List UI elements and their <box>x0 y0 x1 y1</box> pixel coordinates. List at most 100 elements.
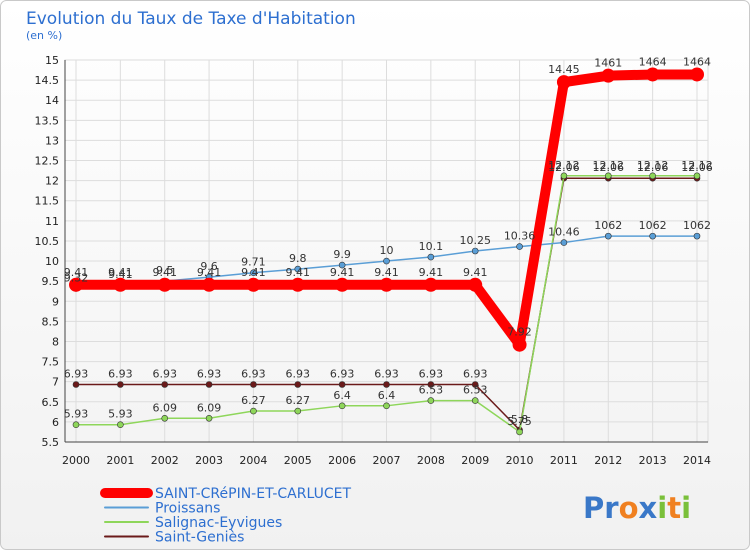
y-tick-label: 8.5 <box>42 315 60 328</box>
chart-subtitle: (en %) <box>26 29 62 42</box>
data-label: 12.12 <box>681 159 713 172</box>
data-label: 9.41 <box>463 266 488 279</box>
y-tick-label: 10 <box>45 255 59 268</box>
data-label: 10.46 <box>548 226 580 239</box>
data-label: 1062 <box>594 219 622 232</box>
data-label: 10.36 <box>504 230 536 243</box>
data-label: 12.06 <box>593 161 625 174</box>
x-tick-label: 2009 <box>461 454 489 467</box>
data-point <box>72 381 80 388</box>
data-label: 6.4 <box>333 389 351 402</box>
data-point <box>250 381 257 388</box>
x-tick-label: 2006 <box>328 454 356 467</box>
data-label: 9.41 <box>64 266 89 279</box>
data-point <box>157 277 172 292</box>
data-point <box>556 75 571 90</box>
x-tick-label: 2010 <box>506 454 534 467</box>
logo-letter: t <box>667 491 681 525</box>
data-point <box>383 257 390 265</box>
x-tick-label: 2013 <box>639 454 667 467</box>
data-point <box>379 277 394 292</box>
data-label: 9.41 <box>286 266 311 279</box>
data-point <box>645 67 660 82</box>
data-label: 9.41 <box>108 266 133 279</box>
data-point <box>560 172 568 180</box>
data-label: 6.93 <box>419 367 444 380</box>
y-tick-label: 9 <box>52 295 59 308</box>
data-point <box>117 381 124 388</box>
y-tick-label: 12 <box>45 175 59 188</box>
data-point <box>294 265 302 273</box>
y-tick-label: 15 <box>45 54 59 67</box>
data-point <box>294 407 302 415</box>
logo-letter: i <box>657 491 667 525</box>
data-label: 5.75 <box>507 415 532 428</box>
data-point <box>383 402 390 410</box>
data-label: 12.06 <box>637 161 669 174</box>
data-label: 6.4 <box>378 389 396 402</box>
y-tick-label: 14.5 <box>35 74 60 87</box>
legend-label: Salignac-Eyvigues <box>155 515 282 531</box>
logo-letter: o <box>619 491 639 525</box>
data-label: 6.09 <box>152 401 177 414</box>
data-label: 12.12 <box>548 159 580 172</box>
data-point <box>471 397 479 404</box>
data-label: 1464 <box>639 55 667 68</box>
data-point <box>338 261 346 269</box>
y-tick-label: 14 <box>45 94 59 107</box>
data-label: 9.41 <box>197 266 222 279</box>
data-point <box>72 421 80 429</box>
data-point <box>427 397 435 404</box>
data-point <box>205 381 213 388</box>
data-label: 6.27 <box>241 394 266 407</box>
y-tick-label: 10.5 <box>35 235 60 248</box>
data-label: 9.71 <box>241 256 266 269</box>
data-label: 1461 <box>594 57 622 70</box>
data-point <box>338 402 346 410</box>
x-tick-label: 2003 <box>195 454 223 467</box>
data-label: 9.32 <box>64 271 89 284</box>
x-tick-label: 2001 <box>106 454 134 467</box>
data-label: 6.93 <box>241 367 266 380</box>
data-point <box>471 247 479 255</box>
data-label: 9.9 <box>333 248 351 261</box>
data-point <box>693 172 701 180</box>
data-label: 5.93 <box>64 408 89 421</box>
data-point <box>202 277 217 292</box>
data-label: 9.5 <box>156 264 174 277</box>
x-tick-label: 2005 <box>284 454 312 467</box>
y-tick-label: 7.5 <box>42 356 60 369</box>
data-label: 6.53 <box>419 384 444 397</box>
data-label: 9.41 <box>330 266 355 279</box>
data-label: 12.12 <box>593 159 625 172</box>
data-label: 6.53 <box>463 384 488 397</box>
data-label: 1062 <box>683 219 711 232</box>
y-tick-label: 9.5 <box>42 275 60 288</box>
value-labels: 6.93 6.93 6.93 6.93 6.93 6.93 6.93 6.93 6.93 6.93… <box>64 55 713 427</box>
data-label: 9.8 <box>289 252 307 265</box>
proxiti-logo: Proxiti <box>583 491 691 525</box>
data-label: 1464 <box>683 55 711 68</box>
data-point <box>516 428 523 436</box>
data-point <box>471 381 479 388</box>
data-point <box>512 337 527 352</box>
data-label: 12.12 <box>637 159 669 172</box>
data-label: 9.41 <box>152 266 177 279</box>
data-point <box>383 381 390 388</box>
x-tick-label: 2008 <box>417 454 445 467</box>
x-tick-label: 2000 <box>62 454 90 467</box>
y-tick-label: 12.5 <box>35 155 60 168</box>
data-point <box>69 277 83 292</box>
data-label: 6.93 <box>64 367 89 380</box>
data-label: 6.93 <box>374 367 399 380</box>
data-label: 6.09 <box>197 401 222 414</box>
data-point <box>294 381 302 388</box>
data-point <box>690 67 704 82</box>
logo-letter: i <box>681 491 691 525</box>
data-point <box>161 381 169 388</box>
data-label: 1062 <box>639 219 667 232</box>
data-point <box>601 68 616 83</box>
legend: SAINT-CRéPIN-ET-CARLUCETProissansSaligna… <box>100 486 351 546</box>
